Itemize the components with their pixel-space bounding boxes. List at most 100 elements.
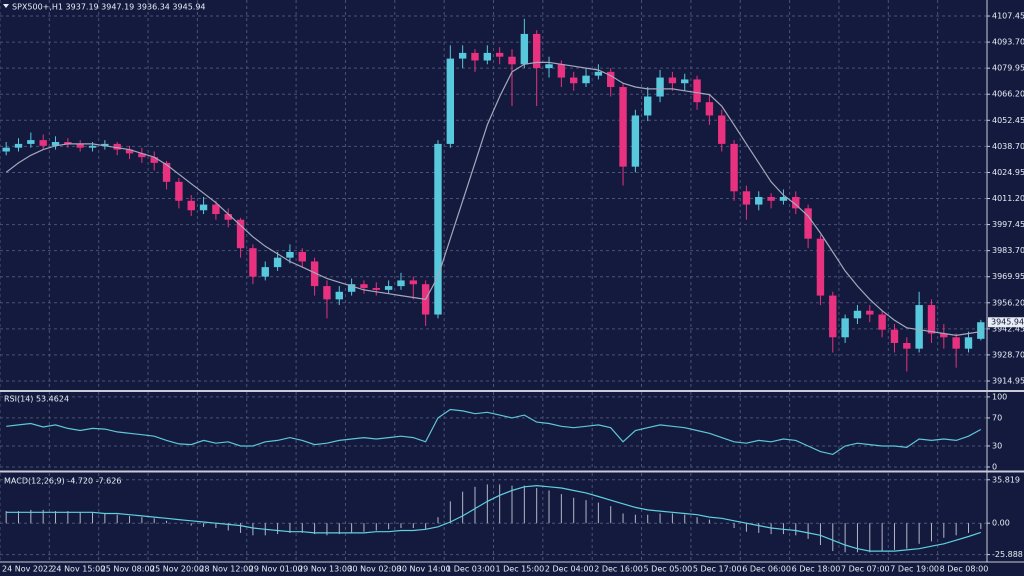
candle-body [187,200,195,211]
candle-body [397,280,405,287]
y-tick-label: 3983.70 [992,246,1024,255]
candle-body [804,208,812,239]
candle-body [520,33,529,65]
candle-body [755,196,763,205]
moving-average [5,61,981,337]
x-tick-label: 24 Nov 2022 [2,565,53,574]
candle-body [175,181,183,201]
candle-body [890,329,899,343]
x-tick-label: 7 Dec 19:00 [890,565,939,574]
candle-body [286,251,294,258]
candle-body [101,143,109,146]
x-tick-label: 6 Dec 18:00 [792,565,841,574]
x-tick-label: 25 Nov 08:00 [101,565,155,574]
x-tick-label: 30 Nov 14:00 [397,565,451,574]
candle-body [483,52,492,61]
candle-body [249,248,257,277]
candle-body [532,33,541,69]
candle-body [27,140,35,144]
x-tick-label: 2 Dec 16:00 [594,565,643,574]
candle-body [162,162,171,182]
candle-body [372,287,380,290]
signal-line [6,484,981,552]
candle-body [681,79,689,84]
y-tick-label: 4093.70 [992,38,1024,47]
candle-body [125,149,134,154]
x-tick-label: 25 Nov 20:00 [150,565,204,574]
candle-body [878,314,886,330]
candle-body [458,52,467,59]
candle-body [557,64,566,78]
candle-body [964,337,973,349]
y-tick-label: 4079.95 [992,64,1024,73]
candle-body [224,214,232,220]
x-tick-label: 28 Nov 12:00 [199,565,253,574]
candle-body [76,143,84,148]
candle-body [841,318,849,338]
macd-title: MACD(12,26,9) -4.720 -7.626 [4,477,121,486]
candle-body [668,77,677,84]
candle-body [138,153,146,158]
y-tick-label: -25.888 [992,550,1023,559]
candle-body [569,77,578,84]
candle-body [347,284,356,292]
candle-body [409,280,418,285]
candle-body [310,261,319,287]
y-tick-label: 3997.45 [992,220,1024,229]
y-tick-label: 4107.45 [992,12,1024,21]
x-tick-label: 7 Dec 07:00 [841,565,890,574]
candle-body [866,310,874,315]
y-tick-label: 4024.95 [992,168,1024,177]
y-tick-label: 0 [992,462,997,471]
y-tick-label: 35.819 [992,475,1020,484]
candle-body [360,284,368,288]
candle-body [14,143,23,148]
y-tick-label: 4066.20 [992,90,1024,99]
candle-body [113,143,121,150]
candle-body [446,58,455,144]
chart-header: SPX500+,H1 3937.19 3947.19 3936.34 3945.… [12,3,206,12]
candle-body [718,115,726,144]
y-tick-label: 100 [992,392,1007,401]
y-tick-label: 30 [992,441,1002,450]
candle-body [384,286,393,290]
x-tick-label: 6 Dec 06:00 [742,565,791,574]
candle-body [829,295,837,338]
y-tick-label: 3956.20 [992,298,1024,307]
y-tick-label: 4052.45 [992,116,1024,125]
x-tick-label: 2 Dec 04:00 [545,565,594,574]
candle-body [952,337,960,349]
candle-body [261,267,269,277]
y-tick-label: 4038.70 [992,142,1024,151]
candle-body [51,142,60,146]
candle-body [2,147,10,152]
candle-body [150,157,158,163]
candle-body [619,87,627,167]
y-tick-label: 3942.45 [992,324,1024,333]
candle-body [88,145,97,148]
x-tick-label: 5 Dec 05:00 [644,565,693,574]
candle-body [273,257,282,268]
x-tick-label: 8 Dec 08:00 [940,565,989,574]
candle-body [64,142,72,144]
candle-body [693,79,701,103]
candle-body [39,140,47,146]
y-tick-label: 70 [992,413,1002,422]
candle-body [915,305,923,349]
candle-body [767,196,775,201]
y-tick-label: 3969.95 [992,272,1024,281]
candle-body [977,322,985,339]
candle-body [730,143,738,192]
candle-body [940,333,948,338]
x-tick-label: 30 Nov 02:00 [347,565,401,574]
candle-body [779,196,788,201]
rsi-title: RSI(14) 53.4624 [4,395,69,404]
candle-body [927,305,936,334]
candle-body [631,115,640,167]
candle-body [816,238,825,296]
x-tick-label: 24 Nov 15:00 [51,565,105,574]
candle-body [903,342,911,349]
y-tick-label: 4011.20 [992,194,1024,203]
candle-body [582,75,590,84]
rsi-line [6,408,982,456]
